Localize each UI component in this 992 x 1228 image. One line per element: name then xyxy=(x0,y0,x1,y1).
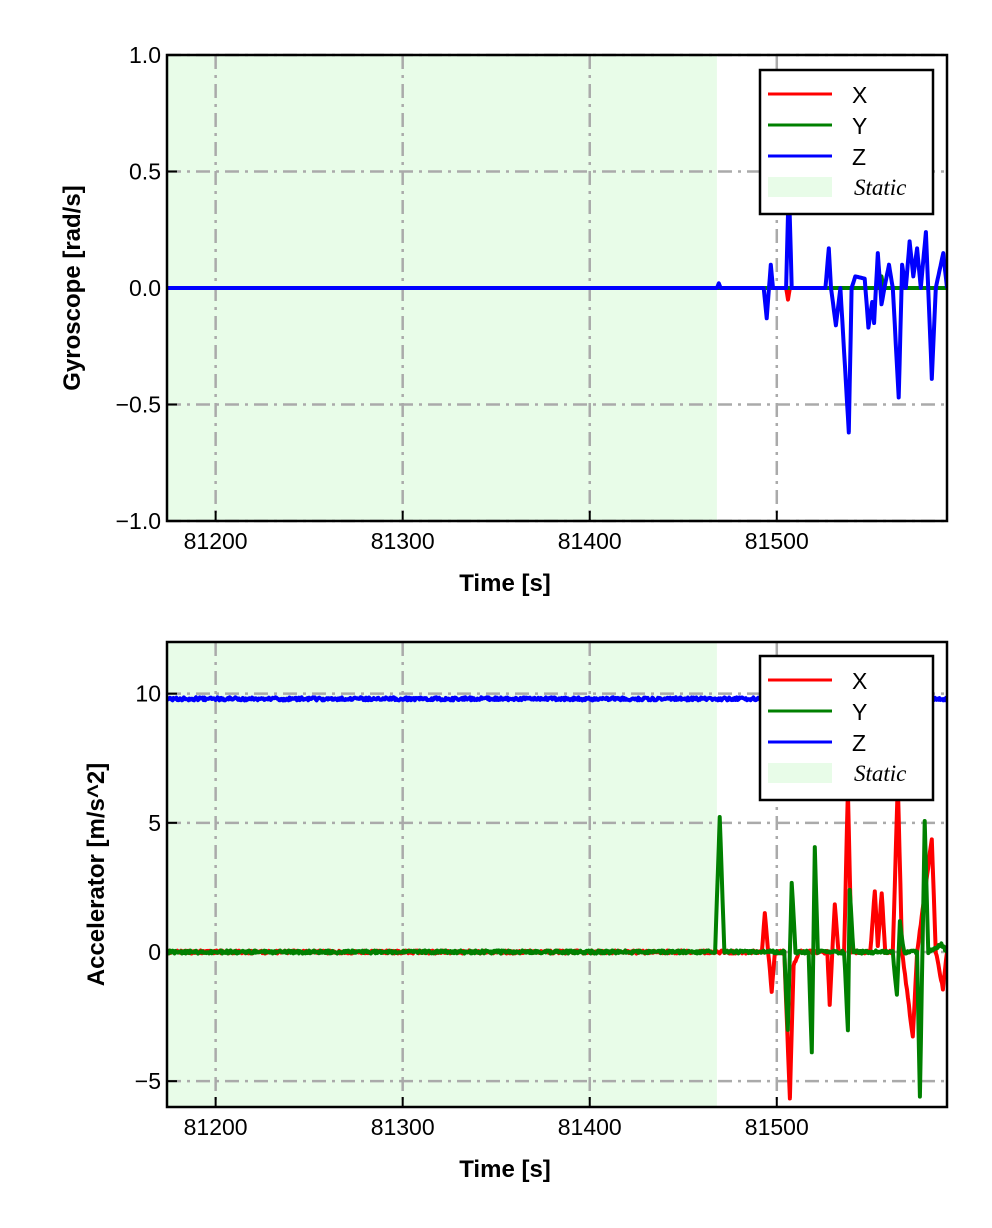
x-tick-label: 81300 xyxy=(371,1114,435,1140)
y-tick-label: 1.0 xyxy=(129,42,161,68)
x-tick-label: 81200 xyxy=(184,1114,248,1140)
x-tick-label: 81500 xyxy=(745,1114,809,1140)
axes-frame xyxy=(165,53,949,523)
legend-label-static: Static xyxy=(854,175,906,200)
gyroscope-chart: 81200 81300 81400 81500 −1.0 −0.5 0.0 0.5 1.0 Tim… xyxy=(59,42,949,597)
accelerator-chart: 81200 81300 81400 81500 −5 0 5 10 Time [s] Accele… xyxy=(83,640,949,1183)
x-axis-label: Time [s] xyxy=(459,1156,551,1183)
legend-label-y: Y xyxy=(852,699,867,725)
x-tick-label: 81200 xyxy=(184,528,248,554)
legend-swatch-static xyxy=(768,177,832,197)
legend-label-z: Z xyxy=(852,144,866,170)
y-tick-label: 0.5 xyxy=(129,159,161,185)
y-tick-label: 0.0 xyxy=(129,275,161,301)
y-axis-label: Gyroscope [rad/s] xyxy=(59,185,86,390)
series-group xyxy=(167,181,947,435)
x-tick-label: 81500 xyxy=(745,528,809,554)
legend-label-x: X xyxy=(852,668,867,694)
y-tick-label: 5 xyxy=(148,810,161,836)
axes-frame xyxy=(165,640,949,1109)
legend: XYZ Static xyxy=(758,68,935,216)
legend-label-z: Z xyxy=(852,730,866,756)
x-tick-label: 81400 xyxy=(558,528,622,554)
y-tick-label: −5 xyxy=(135,1068,161,1094)
legend-label-y: Y xyxy=(852,113,867,139)
x-tick-label: 81400 xyxy=(558,1114,622,1140)
legend-label-x: X xyxy=(852,82,867,108)
x-tick-label: 81300 xyxy=(371,528,435,554)
legend-swatch-static xyxy=(768,763,832,783)
y-axis-label: Accelerator [m/s^2] xyxy=(83,763,110,986)
legend-label-static: Static xyxy=(854,761,906,786)
y-tick-label: −0.5 xyxy=(116,392,161,418)
y-tick-label: 0 xyxy=(148,939,161,965)
series-line-z xyxy=(167,181,947,435)
static-region xyxy=(167,642,717,1107)
legend: XYZ Static xyxy=(758,654,935,802)
y-tick-label: 10 xyxy=(135,681,161,707)
series-line-y xyxy=(167,815,947,1099)
x-axis-label: Time [s] xyxy=(459,570,551,597)
y-tick-label: −1.0 xyxy=(116,508,161,534)
